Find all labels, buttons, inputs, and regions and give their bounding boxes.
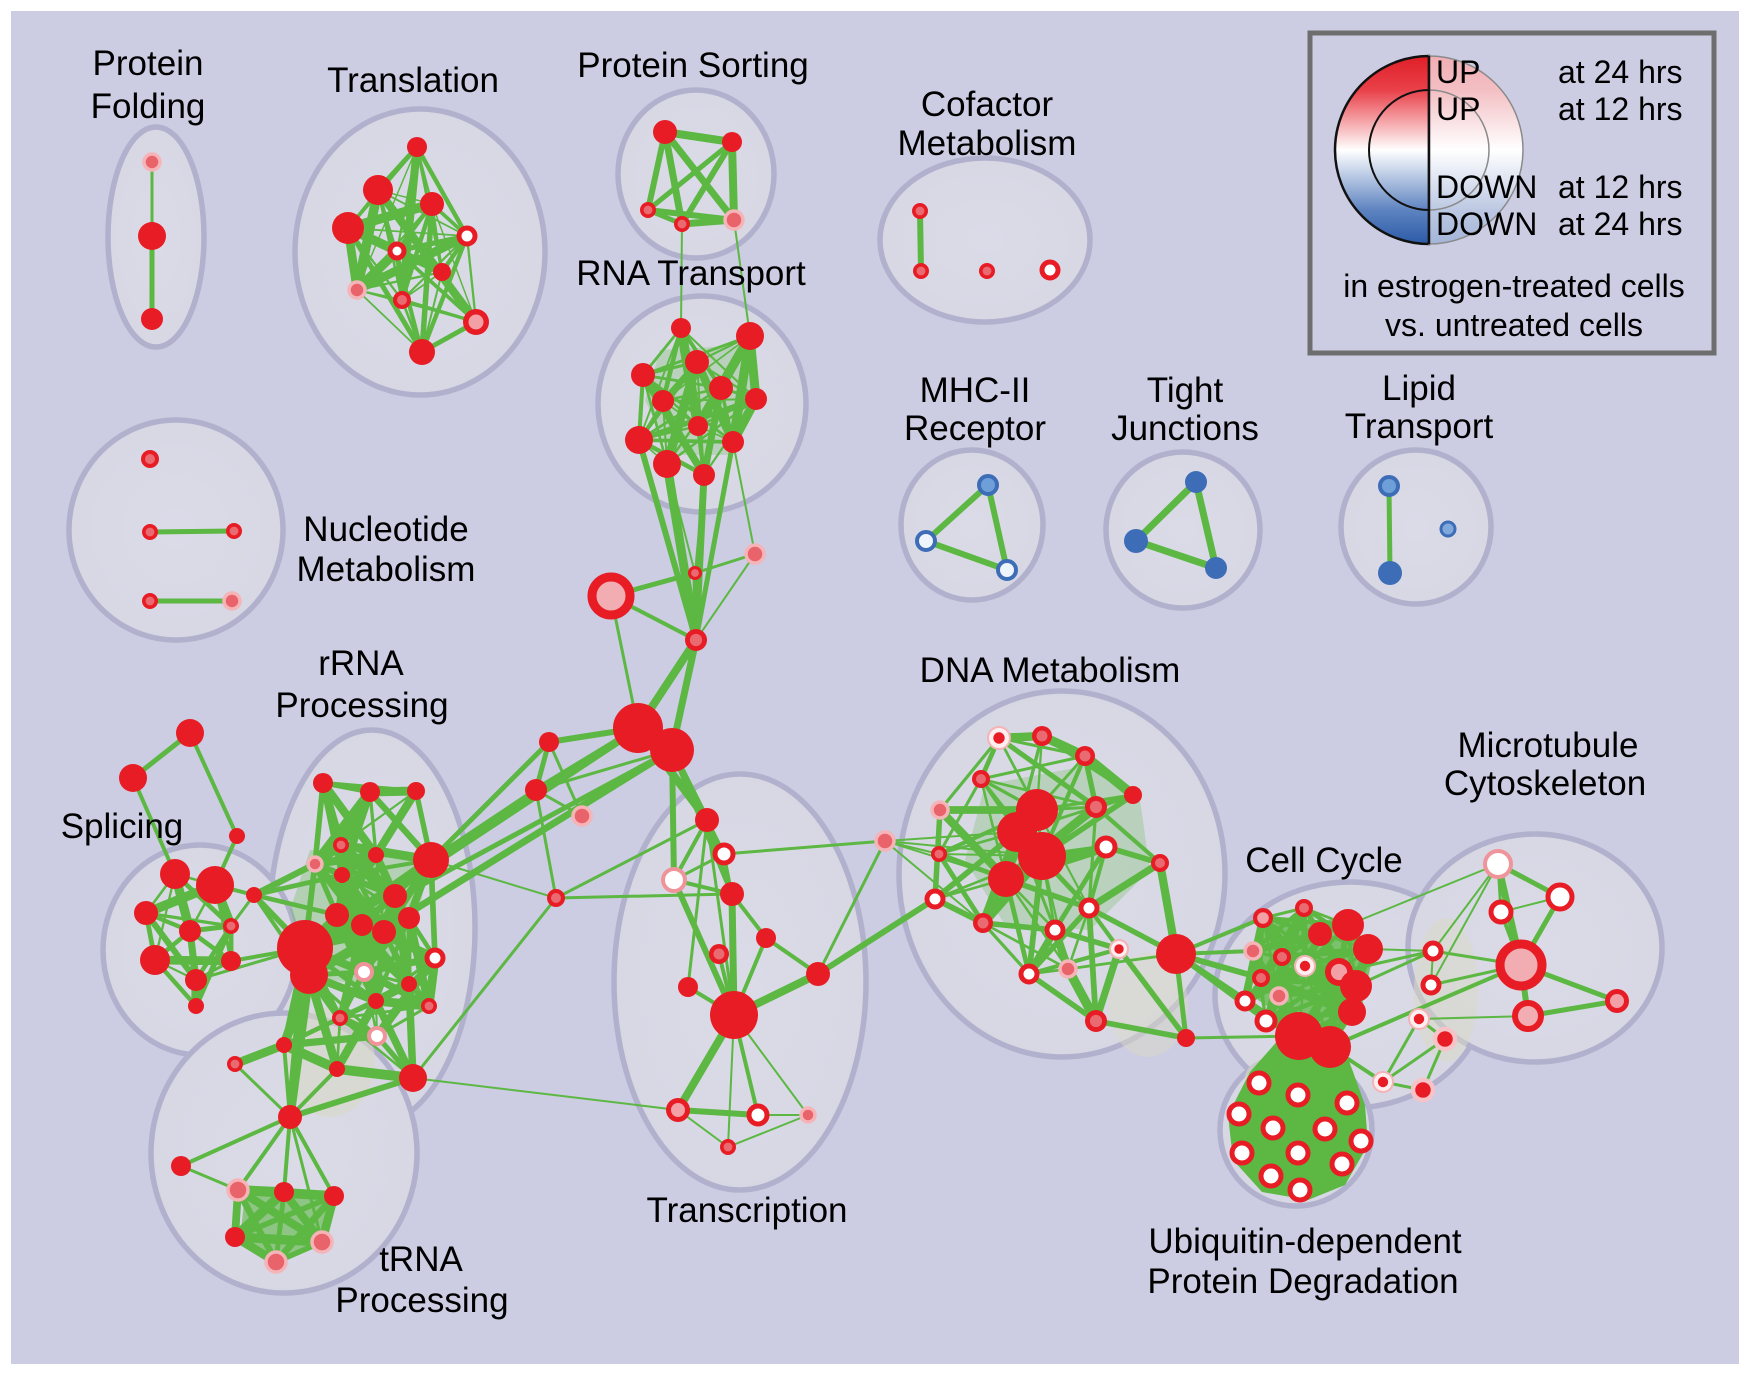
svg-text:Splicing: Splicing xyxy=(61,807,184,846)
svg-text:UP: UP xyxy=(1436,54,1480,90)
svg-text:Processing: Processing xyxy=(335,1281,508,1320)
svg-text:at 12 hrs: at 12 hrs xyxy=(1558,169,1683,205)
svg-text:Transport: Transport xyxy=(1345,407,1494,446)
svg-text:Tight: Tight xyxy=(1147,371,1224,410)
svg-text:Folding: Folding xyxy=(91,87,206,126)
svg-text:Microtubule: Microtubule xyxy=(1458,726,1639,765)
svg-text:Cytoskeleton: Cytoskeleton xyxy=(1444,764,1646,803)
svg-text:Cell Cycle: Cell Cycle xyxy=(1245,841,1403,880)
svg-text:DOWN: DOWN xyxy=(1436,169,1537,205)
svg-text:Translation: Translation xyxy=(327,61,499,100)
svg-text:Nucleotide: Nucleotide xyxy=(303,510,468,549)
svg-text:Ubiquitin-dependent: Ubiquitin-dependent xyxy=(1148,1222,1462,1261)
svg-text:Protein Degradation: Protein Degradation xyxy=(1147,1262,1458,1301)
svg-text:vs. untreated cells: vs. untreated cells xyxy=(1385,307,1643,343)
svg-text:DOWN: DOWN xyxy=(1436,206,1537,242)
svg-text:Processing: Processing xyxy=(275,686,448,725)
svg-text:UP: UP xyxy=(1436,91,1480,127)
svg-text:Cofactor: Cofactor xyxy=(921,85,1054,124)
svg-text:Receptor: Receptor xyxy=(904,409,1046,448)
svg-text:rRNA: rRNA xyxy=(318,644,404,683)
svg-text:Lipid: Lipid xyxy=(1382,369,1456,408)
svg-text:Protein Sorting: Protein Sorting xyxy=(577,46,809,85)
svg-text:RNA Transport: RNA Transport xyxy=(576,254,806,293)
svg-text:at 12 hrs: at 12 hrs xyxy=(1558,91,1683,127)
svg-text:at 24 hrs: at 24 hrs xyxy=(1558,206,1683,242)
svg-text:Protein: Protein xyxy=(93,44,204,83)
svg-text:in estrogen-treated cells: in estrogen-treated cells xyxy=(1343,268,1685,304)
svg-text:Junctions: Junctions xyxy=(1111,409,1259,448)
svg-text:tRNA: tRNA xyxy=(379,1240,463,1279)
svg-text:MHC-II: MHC-II xyxy=(920,371,1031,410)
svg-text:Metabolism: Metabolism xyxy=(297,550,476,589)
svg-text:Metabolism: Metabolism xyxy=(898,124,1077,163)
svg-text:Transcription: Transcription xyxy=(647,1191,848,1230)
svg-text:at 24 hrs: at 24 hrs xyxy=(1558,54,1683,90)
svg-text:DNA Metabolism: DNA Metabolism xyxy=(920,651,1181,690)
